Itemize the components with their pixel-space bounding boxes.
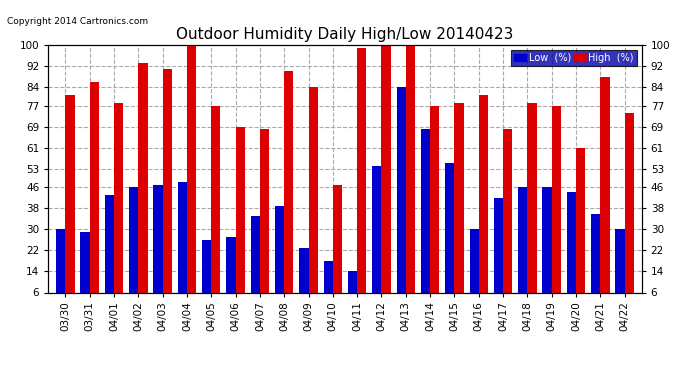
Bar: [333, 184, 342, 308]
Bar: [469, 229, 479, 308]
Bar: [275, 206, 284, 308]
Bar: [105, 195, 114, 308]
Bar: [357, 48, 366, 308]
Bar: [430, 105, 440, 308]
Bar: [406, 45, 415, 308]
Bar: [397, 87, 406, 308]
Bar: [527, 103, 537, 308]
Bar: [518, 187, 527, 308]
Bar: [260, 129, 269, 308]
Bar: [542, 187, 552, 308]
Bar: [187, 45, 196, 308]
Bar: [308, 87, 318, 308]
Bar: [178, 182, 187, 308]
Bar: [56, 229, 66, 308]
Bar: [163, 69, 172, 308]
Text: Copyright 2014 Cartronics.com: Copyright 2014 Cartronics.com: [7, 17, 148, 26]
Bar: [576, 148, 585, 308]
Bar: [600, 76, 609, 308]
Bar: [138, 63, 148, 308]
Legend: Low  (%), High  (%): Low (%), High (%): [511, 50, 637, 66]
Bar: [324, 261, 333, 308]
Bar: [226, 237, 235, 308]
Bar: [114, 103, 124, 308]
Bar: [284, 71, 293, 308]
Bar: [250, 216, 260, 308]
Bar: [615, 229, 624, 308]
Bar: [382, 45, 391, 308]
Bar: [348, 272, 357, 308]
Title: Outdoor Humidity Daily High/Low 20140423: Outdoor Humidity Daily High/Low 20140423: [177, 27, 513, 42]
Bar: [211, 105, 221, 308]
Bar: [566, 192, 576, 308]
Bar: [445, 164, 455, 308]
Bar: [372, 166, 382, 308]
Bar: [421, 129, 430, 308]
Bar: [591, 213, 600, 308]
Bar: [624, 114, 634, 308]
Bar: [552, 105, 561, 308]
Bar: [90, 82, 99, 308]
Bar: [235, 127, 245, 308]
Bar: [129, 187, 138, 308]
Bar: [455, 103, 464, 308]
Bar: [66, 95, 75, 308]
Bar: [202, 240, 211, 308]
Bar: [503, 129, 512, 308]
Bar: [299, 248, 308, 308]
Bar: [494, 198, 503, 308]
Bar: [479, 95, 488, 308]
Bar: [153, 184, 163, 308]
Bar: [81, 232, 90, 308]
